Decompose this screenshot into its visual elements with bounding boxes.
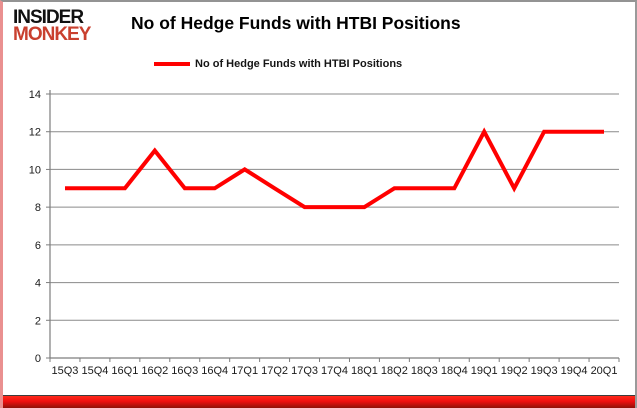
x-axis-tick-label: 17Q2 [261,365,288,377]
legend-label: No of Hedge Funds with HTBI Positions [195,58,403,70]
y-axis-tick-label: 10 [29,164,41,176]
y-axis-tick-label: 12 [29,127,41,139]
x-axis-tick-label: 17Q1 [231,365,258,377]
x-axis-tick-label: 18Q2 [381,365,408,377]
x-axis-tick-label: 18Q4 [441,365,468,377]
x-axis-tick-label: 16Q2 [141,365,168,377]
x-axis-tick-label: 15Q4 [81,365,108,377]
y-axis-tick-label: 2 [35,315,41,327]
bottom-border-band [3,395,635,408]
y-axis-tick-label: 14 [29,89,41,101]
x-axis-tick-label: 17Q4 [321,365,348,377]
x-axis-tick-label: 18Q3 [411,365,438,377]
series-line-htbi [65,127,604,210]
x-axis-tick-label: 19Q4 [561,365,588,377]
y-axis-tick-label: 8 [35,202,41,214]
x-axis-tick-label: 19Q2 [501,365,528,377]
x-axis-tick-label: 18Q1 [351,365,378,377]
x-axis-tick-label: 20Q1 [591,365,618,377]
logo-insider-text: INSIDER [13,7,84,28]
y-axis-tick-label: 4 [35,278,41,290]
x-axis-tick-label: 19Q3 [531,365,558,377]
x-axis-tick-label: 15Q3 [52,365,79,377]
logo-monkey-text: MONKEY [13,24,91,45]
legend-line-swatch [154,62,190,66]
x-axis-tick-label: 16Q4 [201,365,228,377]
y-axis-tick-label: 6 [35,240,41,252]
x-axis-tick-label: 16Q3 [171,365,198,377]
chart-title: No of Hedge Funds with HTBI Positions [131,13,461,33]
x-axis-tick-label: 16Q1 [111,365,138,377]
legend: No of Hedge Funds with HTBI Positions [154,58,402,70]
y-axis-tick-label: 0 [35,353,41,365]
x-axis-tick-label: 17Q3 [291,365,318,377]
insider-monkey-logo: INSIDER MONKEY [13,7,91,45]
x-axis-tick-label: 19Q1 [471,365,498,377]
